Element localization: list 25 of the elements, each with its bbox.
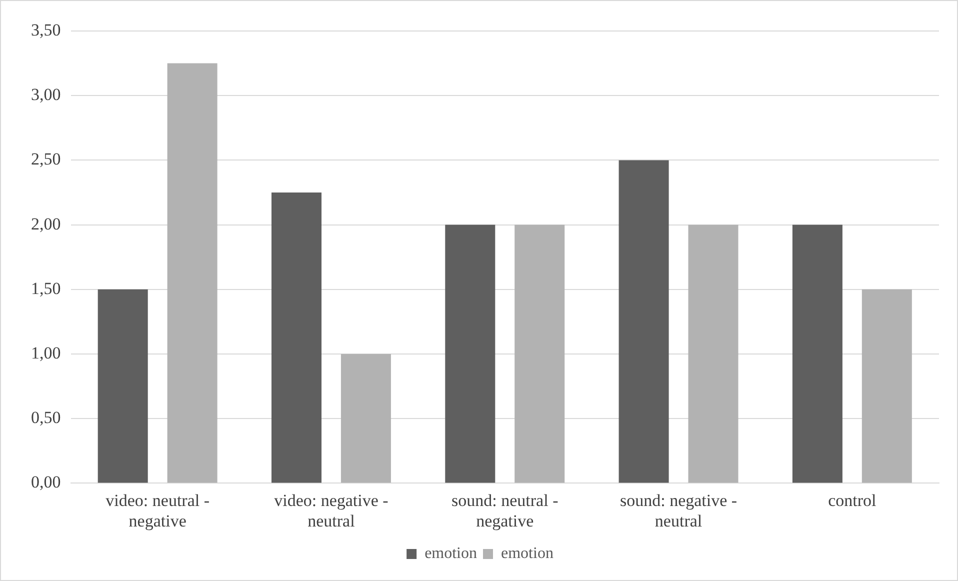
x-tick-label: sound: negative - neutral [620, 490, 738, 530]
y-tick-label: 0,50 [31, 408, 61, 428]
bar [271, 192, 322, 483]
y-tick-label: 0,00 [31, 472, 61, 492]
x-tick-label: video: negative - neutral [274, 490, 389, 530]
y-tick-label: 2,00 [31, 214, 61, 234]
legend-label: emotion [424, 545, 477, 562]
y-tick-label: 2,50 [31, 150, 61, 169]
legend-label: emotion [501, 545, 554, 562]
bar [792, 224, 842, 483]
bar [618, 160, 669, 483]
x-tick-label: sound: neutral - negative [452, 490, 559, 530]
bar [862, 289, 912, 483]
y-tick-label: 3,50 [31, 20, 61, 40]
bar [445, 224, 496, 483]
bar [688, 224, 738, 483]
y-tick-label: 1,50 [31, 278, 61, 298]
y-tick-label: 3,00 [31, 85, 61, 104]
x-tick-label: video: neutral - negative [106, 490, 210, 530]
y-tick-label: 1,00 [31, 343, 61, 362]
bar [167, 63, 218, 483]
bar [98, 289, 148, 483]
x-tick-label: control [828, 490, 877, 510]
bar [340, 354, 391, 483]
bar [514, 224, 565, 483]
